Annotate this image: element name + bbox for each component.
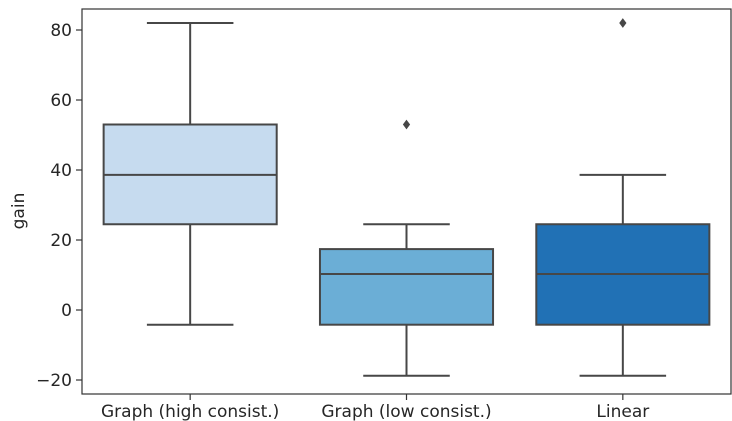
x-tick-label: Graph (low consist.) (321, 402, 491, 421)
y-tick-label: 40 (50, 161, 72, 181)
box (318, 248, 495, 326)
x-tick-label: Linear (596, 402, 649, 421)
y-tick-label: 80 (50, 21, 72, 41)
x-tick-label: Graph (high consist.) (101, 402, 279, 421)
outlier-point (402, 119, 411, 130)
plot-area: −20 0 20 40 60 80 Graph (high consist.) Graph (… (36, 18, 711, 421)
axes-frame (81, 8, 732, 395)
y-axis-label-group: gain (9, 193, 29, 230)
y-tick-label: 0 (61, 301, 72, 321)
y-tick-label: 20 (50, 231, 72, 251)
outlier-point (619, 18, 627, 28)
y-tick-label: 60 (50, 91, 72, 111)
y-axis-label: gain (9, 193, 29, 230)
y-tick-label: −20 (36, 371, 72, 391)
